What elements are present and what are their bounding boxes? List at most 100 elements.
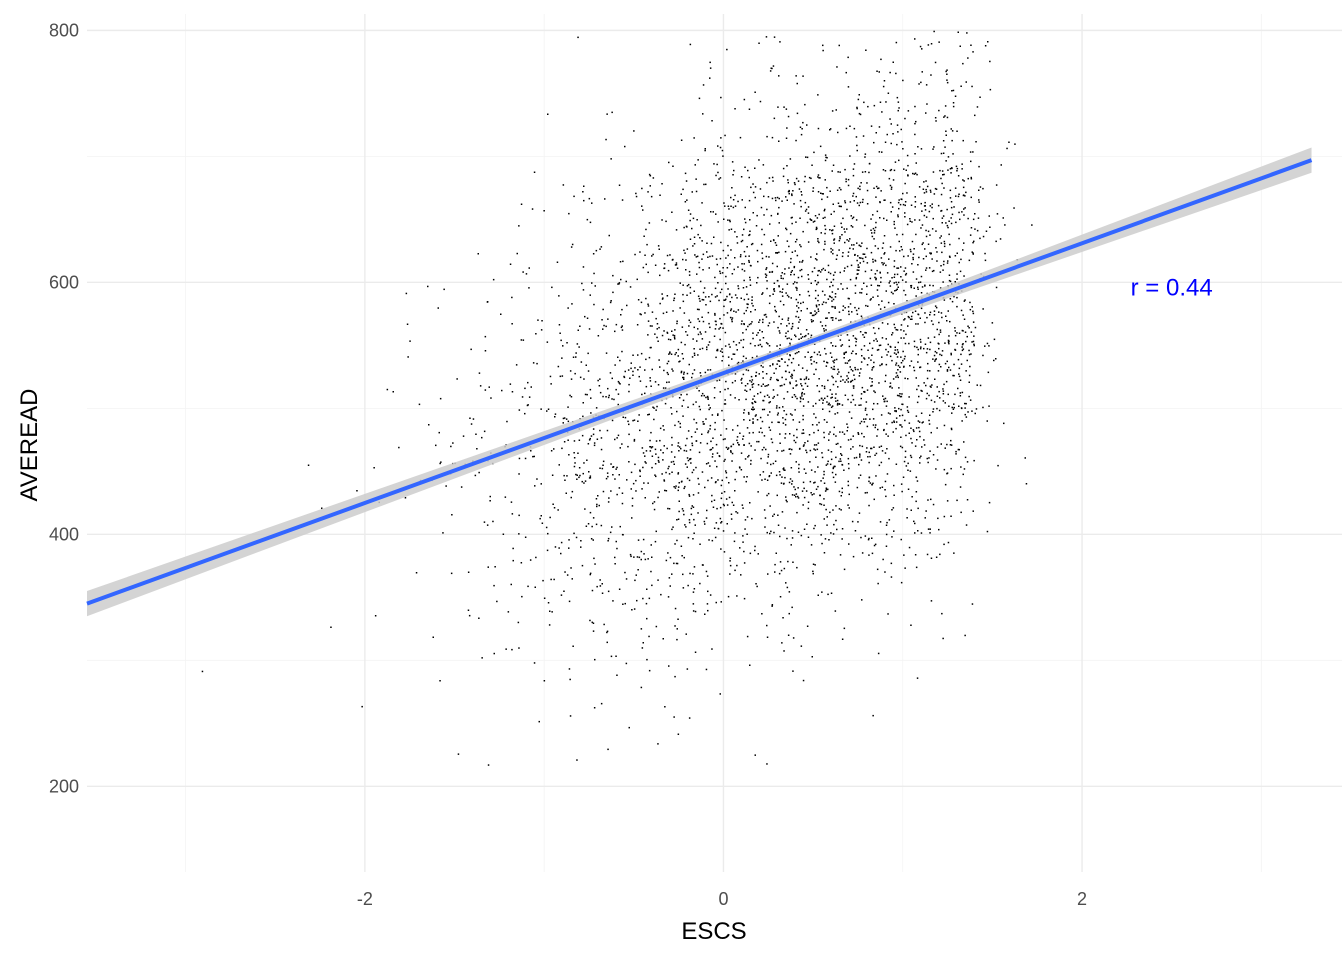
scatter-point — [710, 211, 712, 213]
scatter-point — [647, 305, 650, 307]
scatter-point — [832, 466, 835, 469]
scatter-point — [864, 331, 866, 334]
scatter-point — [861, 599, 863, 601]
scatter-point — [760, 364, 762, 367]
scatter-point — [745, 357, 747, 360]
scatter-point — [861, 432, 863, 435]
scatter-point — [889, 345, 892, 348]
scatter-point — [862, 334, 864, 336]
scatter-point — [944, 342, 946, 344]
scatter-point — [564, 479, 566, 481]
scatter-point — [846, 287, 848, 290]
scatter-point — [875, 452, 878, 455]
scatter-point — [960, 309, 963, 312]
scatter-point — [644, 369, 646, 371]
scatter-point — [762, 366, 764, 368]
scatter-point — [821, 591, 823, 593]
scatter-point — [521, 595, 523, 598]
scatter-point — [744, 255, 747, 258]
scatter-point — [734, 380, 736, 382]
scatter-point — [679, 282, 681, 284]
scatter-point — [763, 509, 766, 511]
scatter-point — [973, 335, 975, 337]
scatter-point — [778, 360, 781, 362]
scatter-point — [916, 173, 918, 176]
scatter-point — [909, 470, 912, 472]
scatter-point — [819, 321, 822, 323]
scatter-point — [844, 307, 846, 309]
scatter-point — [919, 366, 922, 368]
scatter-point — [773, 395, 775, 398]
scatter-point — [781, 376, 783, 379]
scatter-point — [602, 308, 604, 311]
scatter-point — [833, 225, 836, 227]
scatter-point — [817, 442, 820, 444]
scatter-point — [738, 399, 740, 401]
scatter-point — [599, 378, 601, 380]
scatter-point — [857, 273, 859, 275]
scatter-point — [887, 351, 890, 353]
scatter-point — [714, 312, 716, 315]
scatter-point — [599, 467, 601, 469]
scatter-point — [844, 201, 847, 204]
scatter-point — [590, 435, 593, 437]
scatter-point — [877, 348, 880, 351]
scatter-point — [635, 192, 637, 195]
scatter-point — [724, 388, 726, 391]
scatter-point — [790, 361, 793, 364]
scatter-point — [849, 278, 852, 281]
scatter-point — [700, 395, 703, 397]
scatter-point — [761, 449, 764, 451]
scatter-point — [456, 378, 458, 380]
scatter-point — [535, 333, 537, 335]
scatter-point — [864, 224, 866, 227]
scatter-point — [839, 380, 842, 382]
scatter-point — [949, 369, 952, 371]
scatter-point — [832, 284, 834, 287]
scatter-point — [667, 338, 670, 341]
scatter-point — [586, 317, 589, 319]
scatter-point — [654, 463, 657, 465]
scatter-point — [943, 116, 945, 118]
scatter-point — [887, 412, 890, 414]
scatter-point — [786, 325, 788, 327]
scatter-point — [751, 408, 753, 410]
scatter-point — [773, 288, 775, 290]
scatter-point — [930, 600, 933, 602]
scatter-point — [751, 302, 753, 305]
scatter-point — [649, 446, 651, 448]
scatter-point — [606, 631, 608, 634]
scatter-point — [864, 171, 867, 173]
scatter-point — [762, 383, 764, 385]
scatter-point — [766, 494, 768, 497]
scatter-point — [606, 641, 608, 644]
scatter-point — [645, 462, 647, 464]
scatter-point — [768, 475, 770, 478]
scatter-point — [667, 269, 670, 272]
scatter-point — [847, 297, 850, 300]
scatter-point — [897, 131, 899, 133]
scatter-point — [569, 715, 572, 717]
scatter-point — [683, 487, 685, 490]
scatter-point — [677, 348, 680, 351]
scatter-point — [853, 457, 856, 459]
scatter-point — [965, 524, 968, 526]
scatter-point — [709, 428, 711, 430]
scatter-point — [707, 431, 709, 434]
scatter-point — [907, 488, 910, 490]
scatter-point — [903, 255, 905, 258]
scatter-point — [841, 491, 843, 494]
scatter-point — [855, 277, 857, 280]
scatter-point — [642, 209, 644, 211]
scatter-point — [900, 356, 902, 358]
scatter-point — [966, 499, 969, 501]
scatter-point — [942, 152, 945, 154]
scatter-point — [881, 363, 883, 366]
scatter-point — [784, 433, 787, 435]
scatter-point — [552, 503, 554, 505]
scatter-point — [830, 592, 833, 594]
scatter-point — [723, 460, 725, 462]
scatter-point — [570, 396, 573, 398]
scatter-point — [668, 665, 670, 667]
